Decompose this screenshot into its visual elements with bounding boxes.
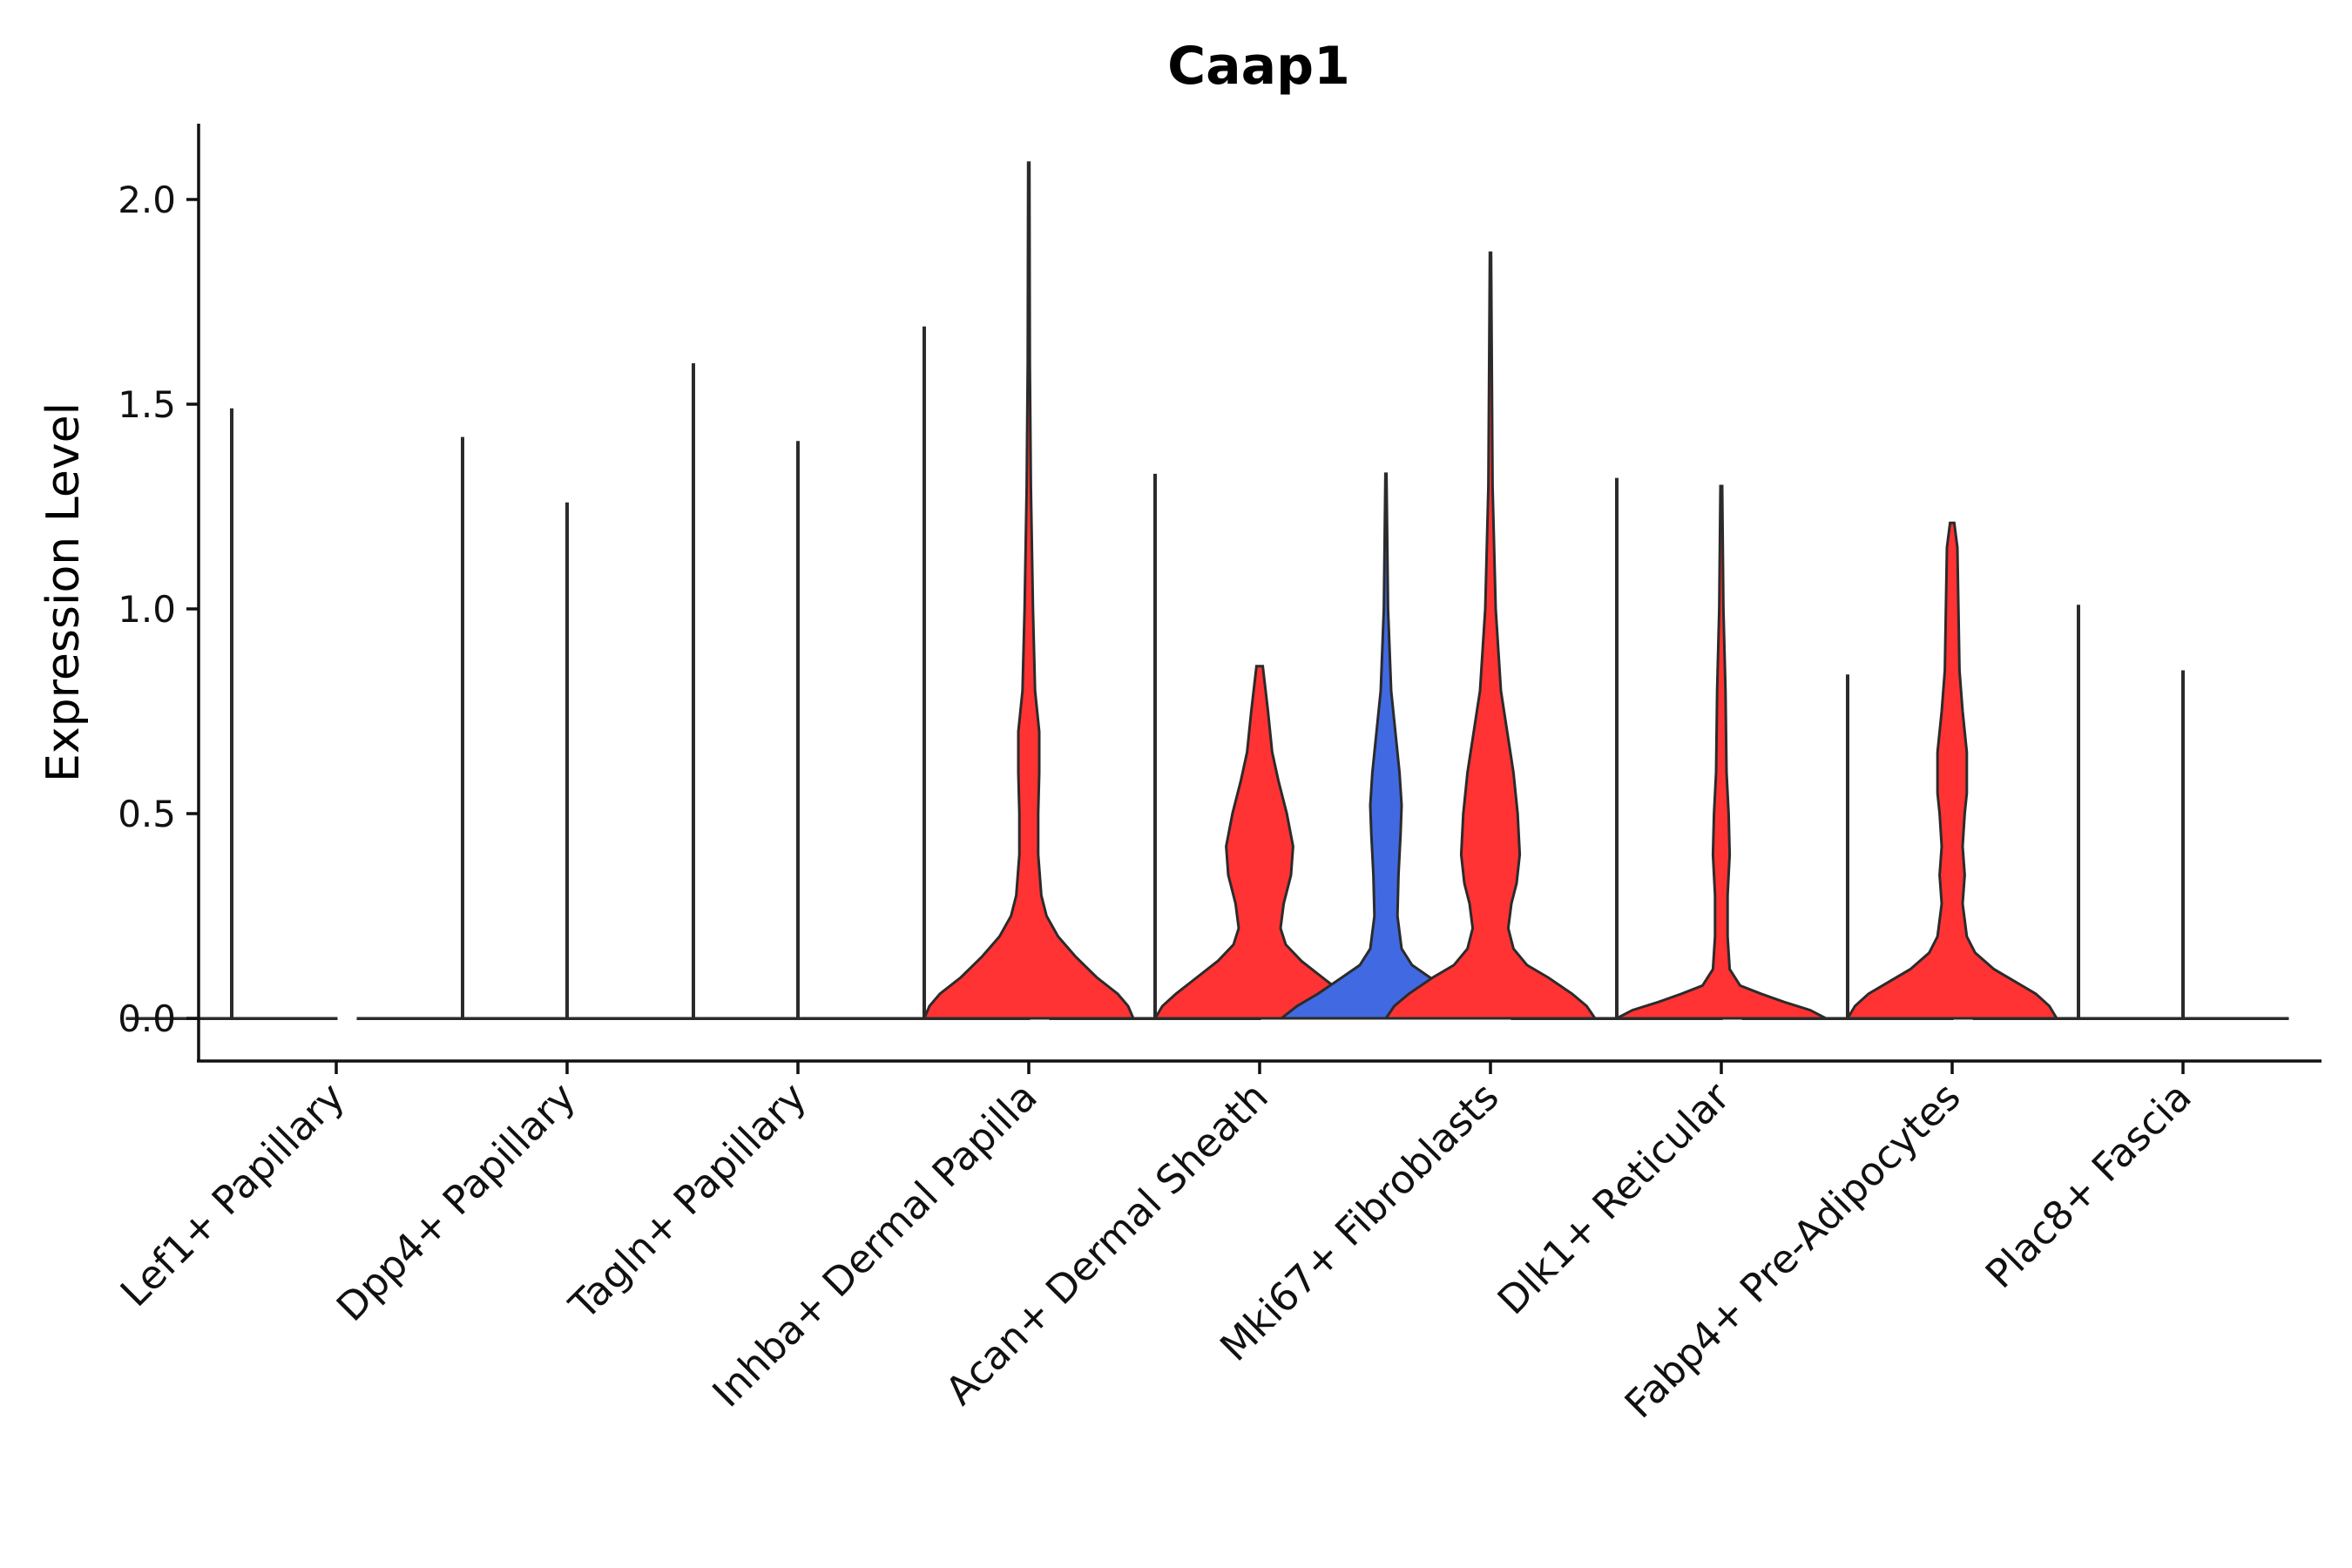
x-tick-label-plac8-fascia: Plac8+ Fascia <box>1977 1073 2200 1297</box>
violin-lef1-papillary-left <box>125 1017 338 1020</box>
violin-dlk1-reticular-right <box>1616 484 1827 1020</box>
y-tick-label-0-0: 0.0 <box>118 997 176 1040</box>
y-axis-label: Expression Level <box>37 402 90 782</box>
x-tick-label-tagln-papillary: Tagln+ Papillary <box>560 1073 815 1328</box>
x-tick-label-dlk1-reticular: Dlk1+ Reticular <box>1489 1073 1739 1323</box>
y-tick-label-1-5: 1.5 <box>118 383 176 426</box>
y-tick-label-1-0: 1.0 <box>118 588 176 631</box>
y-tick-label-2-0: 2.0 <box>118 179 176 221</box>
violin-mki67-fibroblasts-right <box>1383 251 1598 1020</box>
violin-inhba-dermal-papilla-right <box>922 161 1136 1020</box>
y-tick-label-0-5: 0.5 <box>118 793 176 835</box>
violin-layer <box>125 161 2289 1020</box>
x-tick-label-dpp4-papillary: Dpp4+ Papillary <box>328 1073 585 1330</box>
violin-fabp4-pre-adipocytes-right <box>1845 521 2059 1020</box>
violin-plac8-fascia-right <box>2077 1017 2289 1020</box>
chart-title: Caap1 <box>1167 36 1350 97</box>
y-ticks: 0.0 0.5 1.0 1.5 2.0 <box>118 179 199 1040</box>
x-tick-label-lef1-papillary: Lef1+ Papillary <box>112 1073 354 1315</box>
violin-mki67-fibroblasts-left <box>1277 472 1495 1020</box>
violin-acan-dermal-sheath-right <box>1152 665 1367 1020</box>
